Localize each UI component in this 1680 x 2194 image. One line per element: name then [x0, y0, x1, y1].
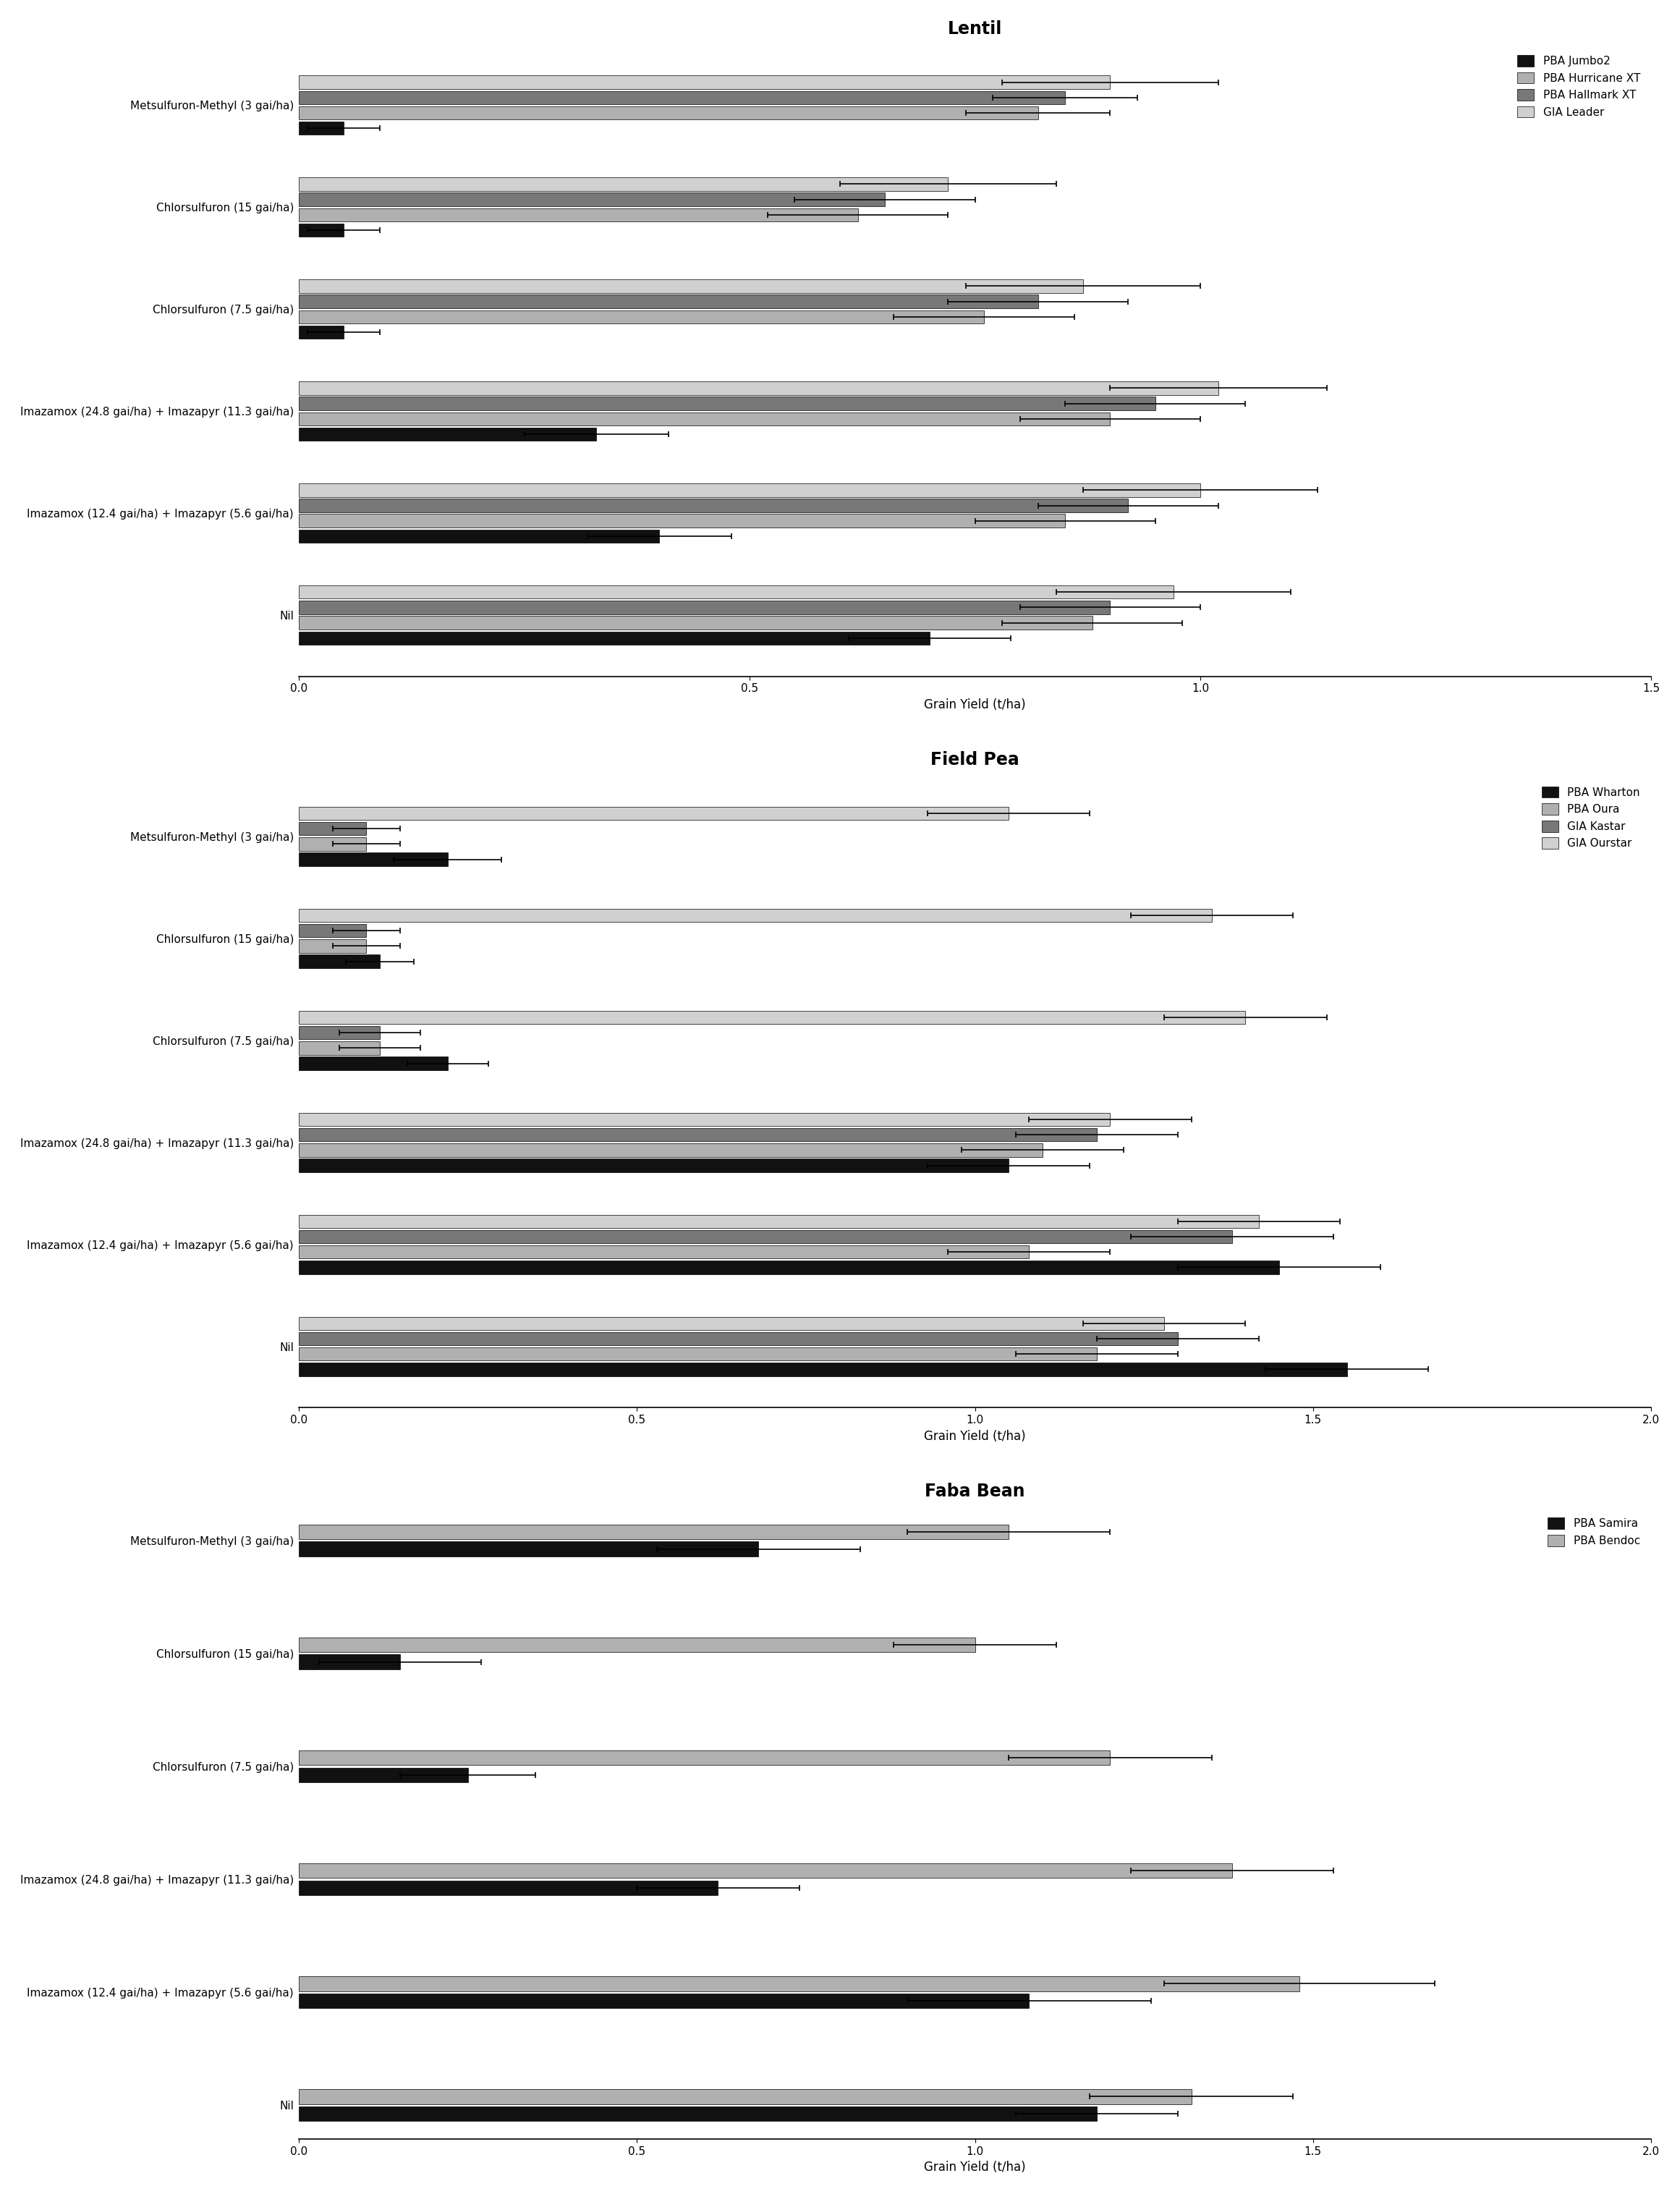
Bar [299, 428, 596, 441]
Bar [299, 1215, 1258, 1229]
Bar [299, 1362, 1347, 1376]
Bar [299, 529, 660, 542]
Bar [299, 1027, 380, 1040]
Bar [299, 1128, 1097, 1141]
Bar [299, 224, 344, 237]
X-axis label: Grain Yield (t/ha): Grain Yield (t/ha) [924, 1430, 1026, 1444]
Bar [299, 632, 931, 645]
Bar [299, 924, 366, 937]
Bar [299, 309, 984, 323]
Bar [299, 2089, 1191, 2104]
Bar [299, 1525, 1008, 1540]
Bar [299, 601, 1110, 614]
Bar [299, 483, 1201, 496]
Bar [299, 412, 1110, 426]
Bar [299, 1994, 1030, 2008]
X-axis label: Grain Yield (t/ha): Grain Yield (t/ha) [924, 2161, 1026, 2174]
Bar [299, 823, 366, 836]
Bar [299, 1880, 717, 1896]
X-axis label: Grain Yield (t/ha): Grain Yield (t/ha) [924, 698, 1026, 711]
Bar [299, 1143, 1043, 1156]
Bar [299, 807, 1008, 821]
Bar [299, 397, 1156, 410]
Bar [299, 1542, 759, 1556]
Bar [299, 75, 1110, 88]
Bar [299, 498, 1129, 511]
Bar [299, 853, 447, 867]
Bar [299, 1058, 447, 1071]
Bar [299, 382, 1218, 395]
Bar [299, 105, 1038, 118]
Bar [299, 908, 1211, 921]
Bar [299, 1977, 1300, 1990]
Legend: PBA Wharton, PBA Oura, GIA Kastar, GIA Ourstar: PBA Wharton, PBA Oura, GIA Kastar, GIA O… [1537, 781, 1646, 856]
Legend: PBA Jumbo2, PBA Hurricane XT, PBA Hallmark XT, GIA Leader: PBA Jumbo2, PBA Hurricane XT, PBA Hallma… [1512, 50, 1646, 123]
Bar [299, 1637, 974, 1652]
Bar [299, 208, 858, 222]
Legend: PBA Samira, PBA Bendoc: PBA Samira, PBA Bendoc [1542, 1512, 1646, 1551]
Bar [299, 1246, 1030, 1259]
Title: Lentil: Lentil [948, 20, 1003, 37]
Bar [299, 1332, 1178, 1345]
Bar [299, 1112, 1110, 1126]
Bar [299, 954, 380, 968]
Bar [299, 1042, 380, 1055]
Bar [299, 1654, 400, 1670]
Bar [299, 1011, 1245, 1025]
Bar [299, 121, 344, 134]
Bar [299, 838, 366, 851]
Bar [299, 1262, 1278, 1275]
Bar [299, 193, 885, 206]
Bar [299, 279, 1084, 292]
Bar [299, 90, 1065, 103]
Bar [299, 617, 1092, 630]
Bar [299, 513, 1065, 527]
Bar [299, 294, 1038, 307]
Bar [299, 1231, 1231, 1244]
Bar [299, 1751, 1110, 1766]
Bar [299, 2106, 1097, 2122]
Title: Faba Bean: Faba Bean [926, 1483, 1025, 1501]
Bar [299, 178, 948, 191]
Title: Field Pea: Field Pea [931, 750, 1020, 768]
Bar [299, 1863, 1231, 1878]
Bar [299, 325, 344, 338]
Bar [299, 1316, 1164, 1330]
Bar [299, 1158, 1008, 1172]
Bar [299, 939, 366, 952]
Bar [299, 586, 1173, 599]
Bar [299, 1347, 1097, 1360]
Bar [299, 1768, 467, 1782]
